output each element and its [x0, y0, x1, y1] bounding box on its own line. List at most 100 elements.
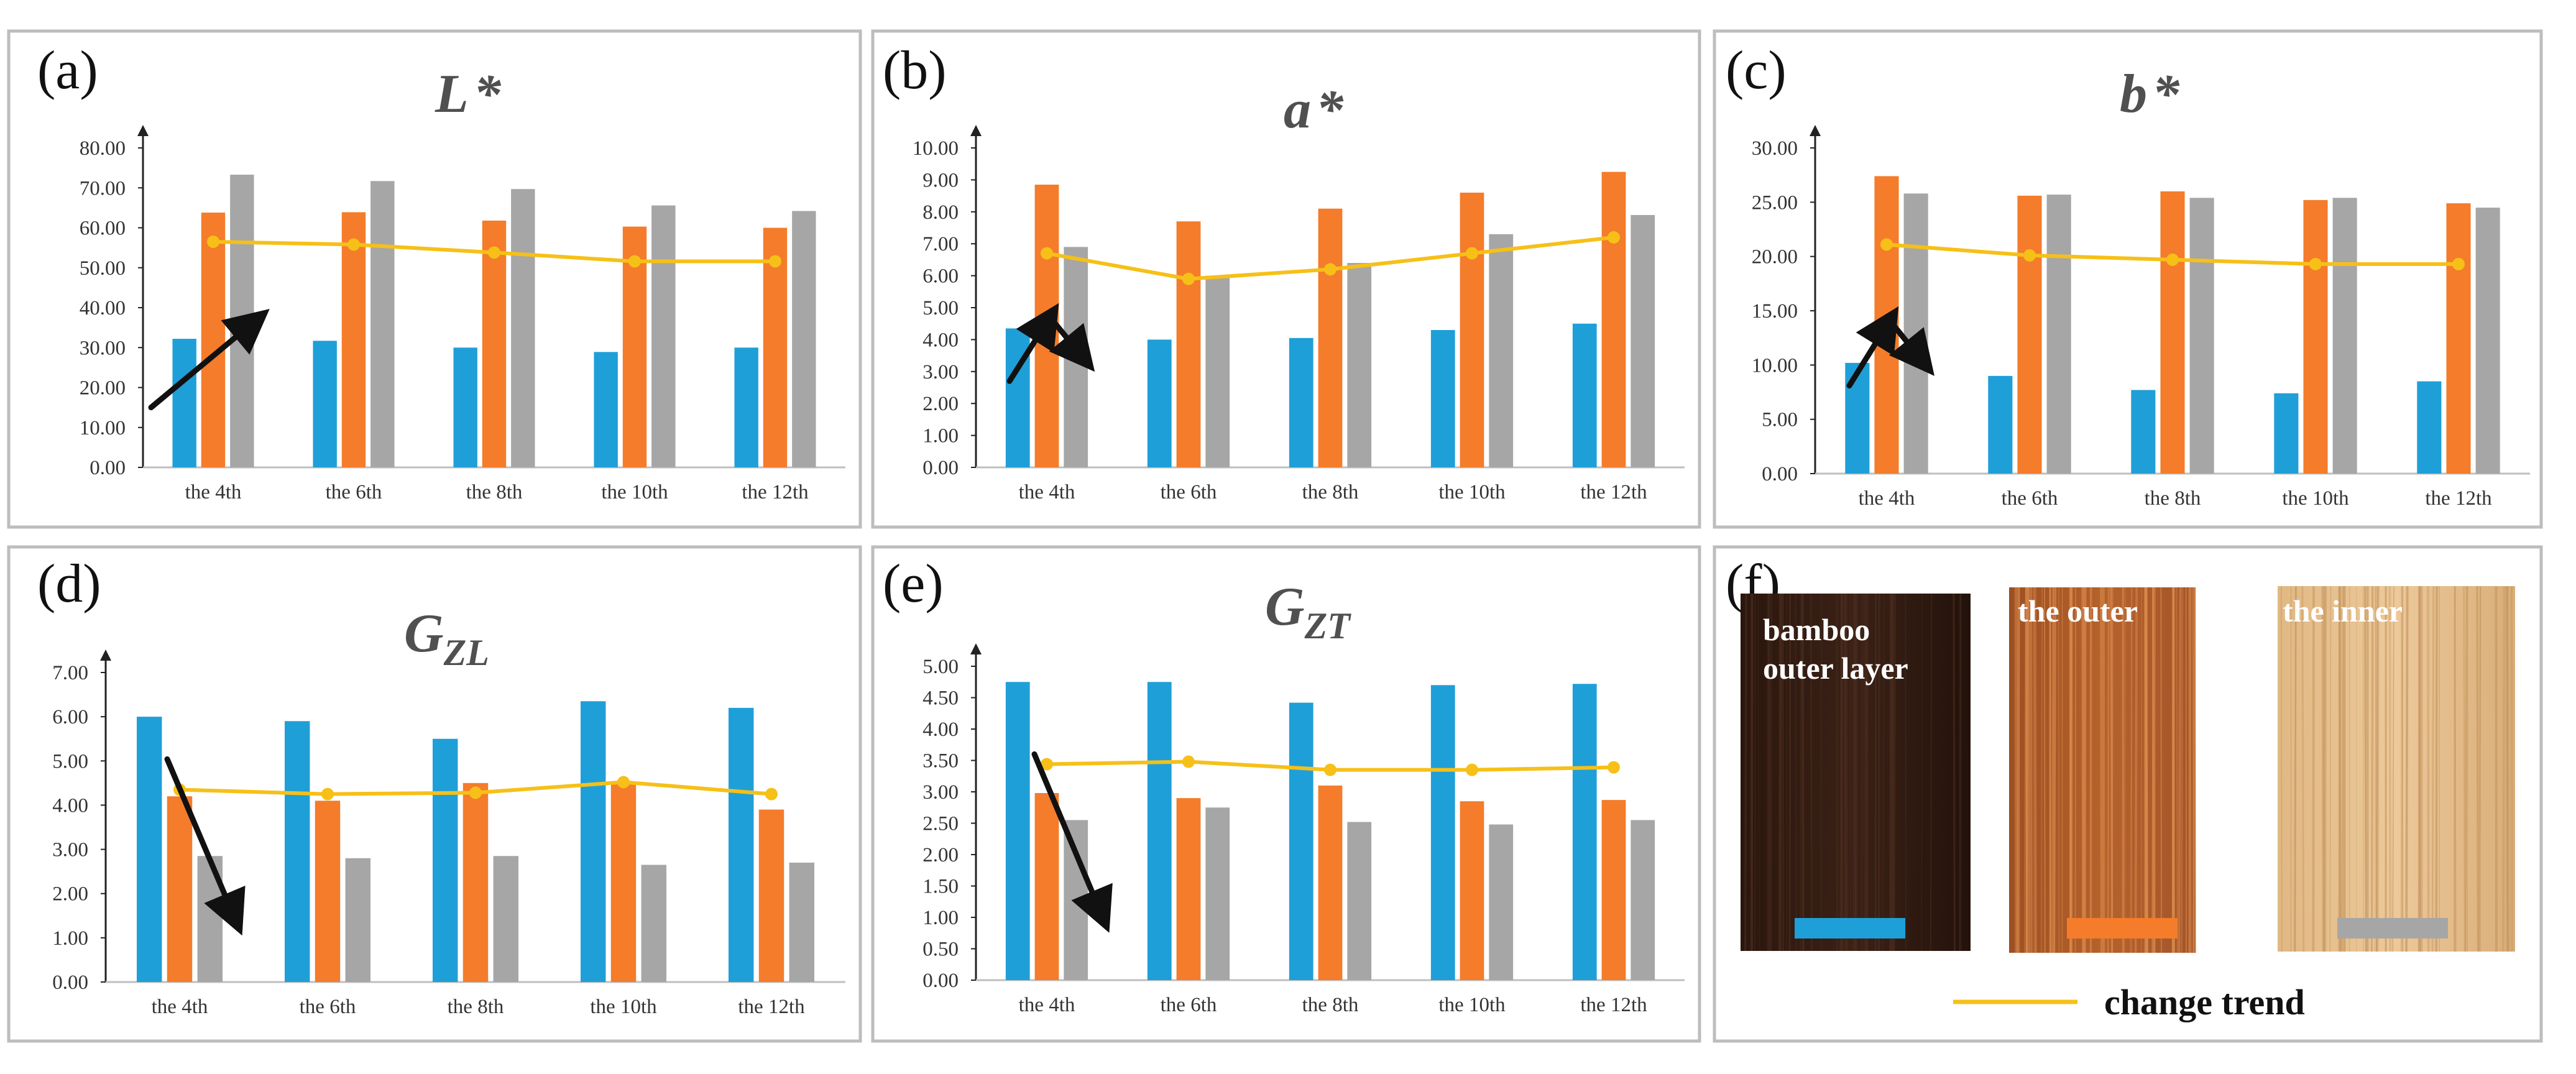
- y-tick-label: 3.00: [52, 839, 88, 861]
- y-tick-label: 5.00: [922, 297, 959, 319]
- wood-grain-line: [2321, 585, 2324, 952]
- wood-grain-line: [2135, 587, 2137, 953]
- bar-the-outer: [2446, 203, 2471, 474]
- wood-grain-line: [2194, 587, 2197, 953]
- panel-c: (c): [1713, 29, 2543, 529]
- trend-point: [1041, 758, 1053, 771]
- bar-the-inner: [1347, 822, 1372, 980]
- wood-grain-line: [1905, 593, 1907, 952]
- y-tick-label: 2.00: [922, 393, 959, 415]
- wood-grain-line: [1882, 593, 1885, 952]
- trend-point: [769, 255, 781, 268]
- wood-grain-line: [2501, 585, 2506, 952]
- wood-grain-line: [2371, 585, 2373, 952]
- bar-the-inner: [1631, 214, 1655, 467]
- bar-the-outer: [201, 213, 226, 467]
- panel-d-label: (d): [37, 554, 101, 614]
- chart-title: a*: [1284, 80, 1344, 140]
- wood-grain-line: [2506, 585, 2510, 952]
- wood-grain-line: [2031, 587, 2033, 953]
- wood-grain-line: [2130, 587, 2132, 953]
- x-tick-label: the 6th: [300, 996, 356, 1018]
- bar-the-inner: [1205, 807, 1230, 980]
- chart-title-main: b: [2120, 64, 2147, 124]
- wood-grain-line: [2051, 587, 2054, 953]
- bar-the-inner: [2332, 198, 2357, 474]
- y-tick-label: 60.00: [80, 218, 126, 240]
- chart-title: GZT: [1265, 577, 1351, 646]
- wood-grain-line: [1777, 593, 1780, 952]
- bar-outer-layer: [1147, 682, 1172, 980]
- wood-grain-line: [2476, 585, 2480, 952]
- bar-the-outer: [1460, 801, 1484, 980]
- chart-title: L*: [435, 64, 502, 124]
- wood-grain-line: [2467, 585, 2468, 952]
- sample-outer-layer: bamboo outer layer: [1741, 593, 1971, 952]
- bar-outer-layer: [1430, 685, 1455, 980]
- wood-grain-line: [1865, 593, 1869, 952]
- bar-outer-layer: [1289, 337, 1313, 467]
- chart-title-superscript: *: [1316, 80, 1344, 140]
- wood-grain-line: [2192, 587, 2196, 953]
- bar-the-inner: [1489, 824, 1514, 980]
- trend-point: [1466, 247, 1478, 260]
- wood-grain-line: [1839, 593, 1843, 952]
- chart-title-main: L: [435, 64, 469, 124]
- wood-grain-line: [2400, 585, 2404, 952]
- bar-the-outer: [1176, 798, 1201, 980]
- trend-point: [2309, 257, 2322, 270]
- wood-grain-line: [1862, 593, 1866, 952]
- bar-the-inner: [1064, 820, 1088, 980]
- y-tick-label: 0.00: [922, 970, 959, 992]
- y-tick-label: 30.00: [80, 337, 126, 359]
- bar-outer-layer: [1005, 682, 1030, 980]
- y-tick-label: 1.00: [922, 907, 959, 929]
- bar-the-inner: [641, 865, 667, 982]
- wood-grain-line: [1751, 593, 1754, 952]
- x-tick-label: the 4th: [1859, 487, 1915, 510]
- bar-outer-layer: [594, 352, 618, 467]
- wood-grain-line: [1778, 593, 1782, 952]
- bar-the-inner: [1489, 234, 1514, 467]
- x-tick-label: the 4th: [1019, 994, 1075, 1016]
- y-tick-label: 2.00: [922, 844, 959, 866]
- wood-grain-line: [1893, 593, 1896, 952]
- trend-arrow-up: [1006, 303, 1059, 384]
- wood-grain-line: [2340, 585, 2342, 952]
- wood-grain-line: [2312, 585, 2315, 952]
- chart-title: GZL: [404, 604, 489, 673]
- bar-outer-layer: [2274, 393, 2299, 474]
- wood-grain-line: [2338, 585, 2340, 952]
- panel-a-frame: [7, 29, 862, 529]
- y-tick-label: 4.00: [922, 329, 959, 351]
- wood-grain-line: [2180, 587, 2184, 953]
- bar-the-inner: [651, 205, 676, 467]
- panel-a-label: (a): [37, 40, 98, 101]
- bar-the-outer: [1601, 800, 1626, 980]
- y-tick-label: 50.00: [80, 257, 126, 280]
- x-tick-label: the 6th: [1161, 481, 1217, 503]
- y-tick-label: 3.50: [922, 750, 959, 773]
- y-tick-label: 3.00: [922, 361, 959, 383]
- y-tick-label: 1.50: [922, 876, 959, 898]
- bar-outer-layer: [136, 717, 162, 982]
- bar-the-outer: [1318, 785, 1343, 980]
- bar-the-outer: [1176, 221, 1201, 467]
- wood-grain-line: [2100, 587, 2102, 953]
- y-tick-label: 8.00: [922, 201, 959, 224]
- panel-c-label: (c): [1726, 40, 1787, 101]
- wood-grain-line: [1852, 593, 1855, 952]
- chart-2: a* 0.00 1.00 2.00 3.00 4.00 5.00 6.00 7.00 8.00 9.…: [913, 80, 1685, 503]
- bar-the-outer: [610, 783, 637, 982]
- wood-grain-line: [2194, 587, 2196, 953]
- bar-the-outer: [1318, 208, 1343, 467]
- bar-outer-layer: [580, 701, 606, 982]
- trend-arrow-up: [1846, 306, 1899, 389]
- trend-point: [469, 786, 482, 799]
- trend-point: [2452, 257, 2465, 270]
- bar-the-outer: [167, 796, 193, 982]
- wood-grain-line: [2107, 587, 2110, 953]
- wood-grain-line: [2281, 585, 2283, 952]
- trend-point: [2166, 253, 2179, 266]
- y-tick-label: 4.00: [922, 718, 959, 741]
